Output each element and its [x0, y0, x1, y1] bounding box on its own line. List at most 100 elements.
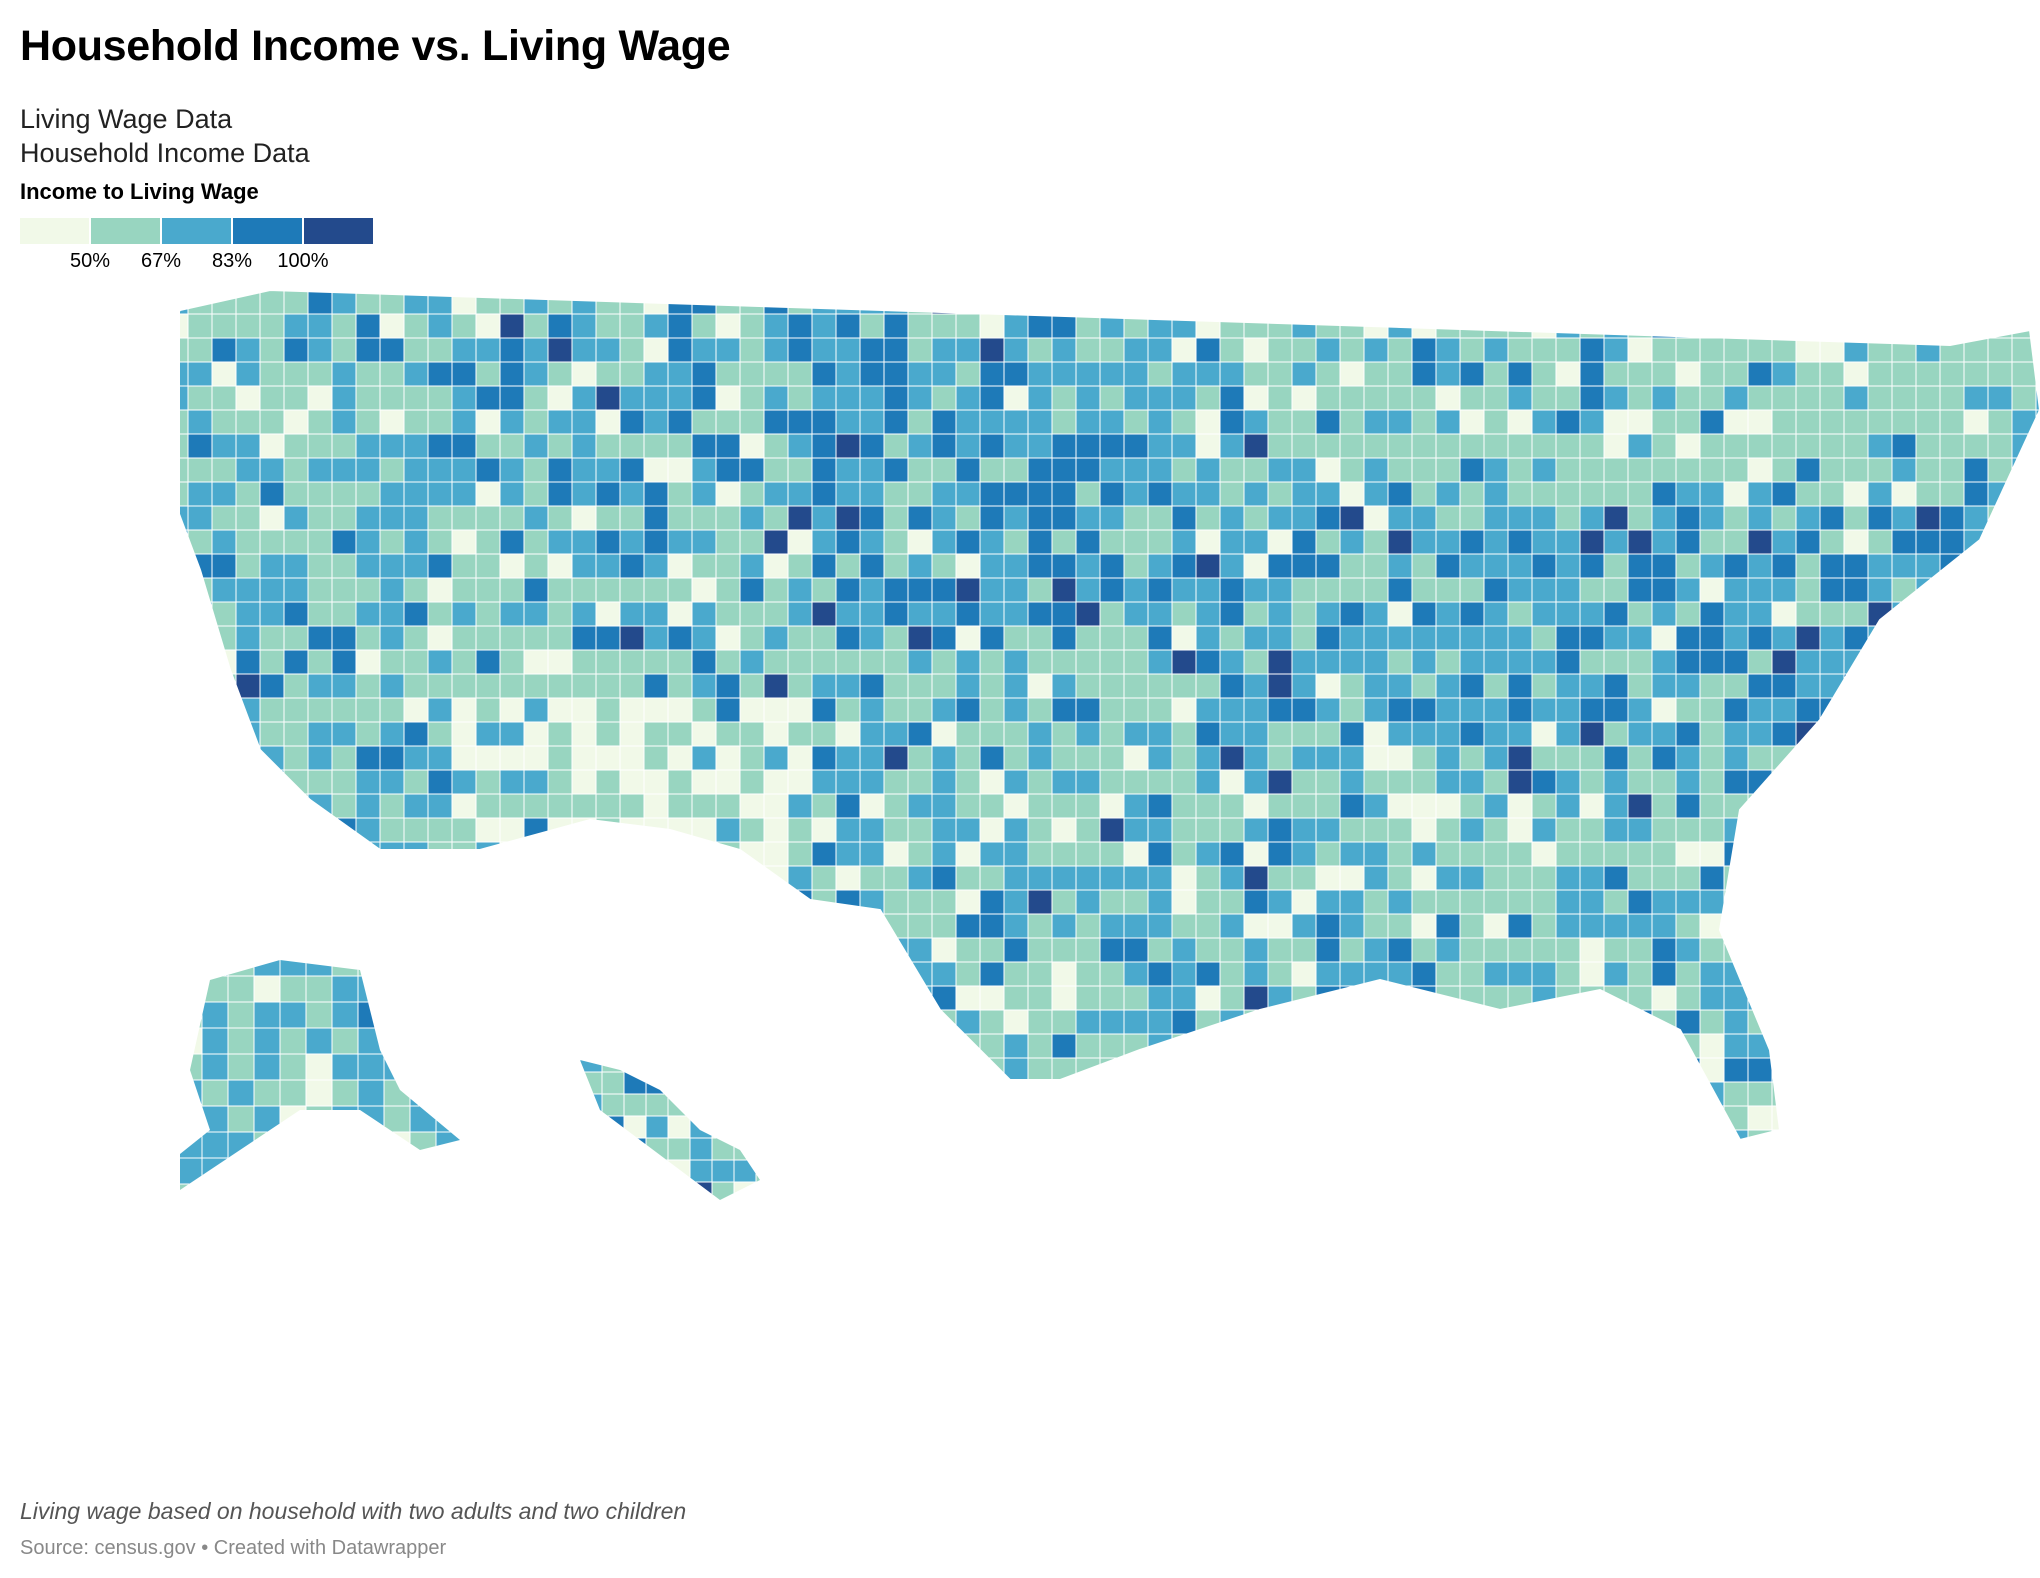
county-cell[interactable]: [547, 601, 573, 627]
county-cell[interactable]: [1147, 1129, 1173, 1154]
county-cell[interactable]: [1195, 601, 1221, 627]
county-cell[interactable]: [1123, 1129, 1149, 1154]
county-cell[interactable]: [1027, 409, 1053, 435]
county-cell[interactable]: [601, 1115, 625, 1139]
county-cell[interactable]: [811, 601, 837, 627]
county-cell[interactable]: [643, 553, 669, 579]
county-cell[interactable]: [1507, 865, 1533, 891]
county-cell[interactable]: [1435, 529, 1461, 555]
county-cell[interactable]: [1699, 817, 1725, 843]
county-cell[interactable]: [1651, 1105, 1677, 1131]
county-cell[interactable]: [1555, 1105, 1581, 1131]
county-cell[interactable]: [180, 769, 189, 795]
county-cell[interactable]: [1723, 721, 1749, 747]
county-cell[interactable]: [787, 697, 813, 723]
county-cell[interactable]: [331, 1079, 359, 1107]
county-cell[interactable]: [1363, 985, 1389, 1011]
county-cell[interactable]: [595, 673, 621, 699]
county-cell[interactable]: [883, 721, 909, 747]
county-cell[interactable]: [763, 553, 789, 579]
county-cell[interactable]: [1219, 1105, 1245, 1131]
county-cell[interactable]: [1867, 1105, 1893, 1131]
county-cell[interactable]: [1603, 601, 1629, 627]
county-cell[interactable]: [1339, 457, 1365, 483]
county-cell[interactable]: [1195, 793, 1221, 819]
county-cell[interactable]: [619, 985, 645, 1011]
county-cell[interactable]: [1051, 553, 1077, 579]
county-cell[interactable]: [1339, 625, 1365, 651]
county-cell[interactable]: [2011, 673, 2037, 699]
county-cell[interactable]: [1291, 409, 1317, 435]
county-cell[interactable]: [1771, 505, 1797, 531]
county-cell[interactable]: [1003, 913, 1029, 939]
county-cell[interactable]: [2011, 1009, 2037, 1035]
county-cell[interactable]: [211, 745, 237, 771]
county-cell[interactable]: [1819, 793, 1845, 819]
county-cell[interactable]: [1411, 1033, 1437, 1059]
county-cell[interactable]: [1651, 577, 1677, 603]
county-cell[interactable]: [1651, 553, 1677, 579]
county-cell[interactable]: [1651, 290, 1677, 315]
county-cell[interactable]: [1699, 697, 1725, 723]
county-cell[interactable]: [547, 625, 573, 651]
county-cell[interactable]: [859, 433, 885, 459]
county-cell[interactable]: [235, 817, 261, 843]
county-cell[interactable]: [595, 313, 621, 339]
county-cell[interactable]: [1147, 1105, 1173, 1131]
county-cell[interactable]: [1003, 697, 1029, 723]
county-cell[interactable]: [619, 889, 645, 915]
county-cell[interactable]: [739, 793, 765, 819]
county-cell[interactable]: [1915, 1033, 1941, 1059]
county-cell[interactable]: [1315, 1033, 1341, 1059]
county-cell[interactable]: [1291, 673, 1317, 699]
county-cell[interactable]: [1123, 793, 1149, 819]
county-cell[interactable]: [1699, 721, 1725, 747]
county-cell[interactable]: [1099, 601, 1125, 627]
county-cell[interactable]: [763, 313, 789, 339]
county-cell[interactable]: [1843, 409, 1869, 435]
county-cell[interactable]: [523, 985, 549, 1011]
county-cell[interactable]: [883, 457, 909, 483]
county-cell[interactable]: [1819, 1129, 1845, 1154]
county-cell[interactable]: [763, 601, 789, 627]
county-cell[interactable]: [379, 457, 405, 483]
county-cell[interactable]: [1915, 913, 1941, 939]
county-cell[interactable]: [1603, 673, 1629, 699]
county-cell[interactable]: [307, 577, 333, 603]
county-cell[interactable]: [1315, 505, 1341, 531]
county-cell[interactable]: [499, 337, 525, 363]
county-cell[interactable]: [1531, 769, 1557, 795]
county-cell[interactable]: [1915, 769, 1941, 795]
county-cell[interactable]: [883, 817, 909, 843]
county-cell[interactable]: [253, 1105, 281, 1133]
county-cell[interactable]: [1723, 1081, 1749, 1107]
county-cell[interactable]: [475, 409, 501, 435]
county-cell[interactable]: [1387, 697, 1413, 723]
county-cell[interactable]: [1867, 553, 1893, 579]
county-cell[interactable]: [667, 865, 693, 891]
county-cell[interactable]: [1075, 385, 1101, 411]
county-cell[interactable]: [211, 529, 237, 555]
county-cell[interactable]: [979, 1009, 1005, 1035]
county-cell[interactable]: [1699, 1033, 1725, 1059]
county-cell[interactable]: [355, 1129, 381, 1154]
county-cell[interactable]: [979, 865, 1005, 891]
county-cell[interactable]: [2011, 481, 2037, 507]
county-cell[interactable]: [1651, 697, 1677, 723]
county-cell[interactable]: [733, 1137, 757, 1161]
county-cell[interactable]: [1099, 889, 1125, 915]
county-cell[interactable]: [1819, 577, 1845, 603]
county-cell[interactable]: [2011, 985, 2037, 1011]
county-cell[interactable]: [1411, 889, 1437, 915]
county-cell[interactable]: [1867, 1129, 1893, 1154]
county-cell[interactable]: [689, 1093, 713, 1117]
county-cell[interactable]: [1387, 553, 1413, 579]
county-cell[interactable]: [1699, 409, 1725, 435]
county-cell[interactable]: [1963, 290, 1989, 315]
county-cell[interactable]: [1843, 697, 1869, 723]
county-cell[interactable]: [1795, 769, 1821, 795]
county-cell[interactable]: [643, 409, 669, 435]
county-cell[interactable]: [811, 793, 837, 819]
county-cell[interactable]: [1363, 745, 1389, 771]
county-cell[interactable]: [523, 1033, 549, 1059]
